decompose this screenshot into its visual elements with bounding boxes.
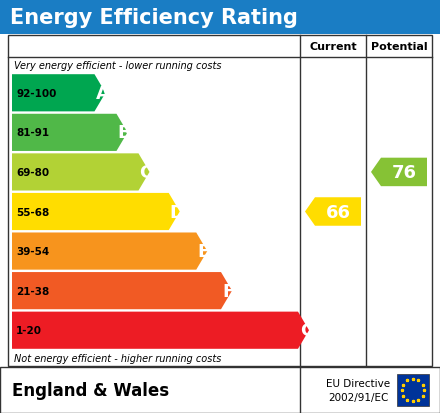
Text: 66: 66	[326, 203, 351, 221]
Text: Not energy efficient - higher running costs: Not energy efficient - higher running co…	[14, 353, 221, 363]
Polygon shape	[12, 193, 180, 230]
Text: 55-68: 55-68	[16, 207, 49, 217]
Polygon shape	[12, 233, 207, 270]
Text: 2002/91/EC: 2002/91/EC	[328, 392, 389, 402]
Text: B: B	[117, 124, 131, 142]
Polygon shape	[371, 158, 427, 187]
Text: C: C	[139, 164, 153, 181]
Polygon shape	[12, 114, 128, 152]
Text: 69-80: 69-80	[16, 168, 49, 178]
Text: 92-100: 92-100	[16, 88, 56, 99]
Polygon shape	[12, 75, 106, 112]
Text: 21-38: 21-38	[16, 286, 49, 296]
Bar	[0, 367, 440, 413]
Polygon shape	[12, 273, 232, 309]
Text: F: F	[222, 282, 234, 300]
Polygon shape	[305, 198, 361, 226]
Bar	[397, 374, 429, 406]
Text: Energy Efficiency Rating: Energy Efficiency Rating	[10, 7, 298, 27]
Text: 81-91: 81-91	[16, 128, 49, 138]
Text: Current: Current	[309, 42, 357, 52]
Text: G: G	[300, 321, 315, 339]
Text: EU Directive: EU Directive	[326, 378, 391, 388]
Polygon shape	[12, 312, 309, 349]
Text: 76: 76	[392, 164, 417, 181]
Text: 39-54: 39-54	[16, 247, 49, 256]
Text: Very energy efficient - lower running costs: Very energy efficient - lower running co…	[14, 61, 221, 71]
Bar	[8, 36, 432, 366]
Text: A: A	[95, 85, 110, 102]
Text: D: D	[170, 203, 185, 221]
Text: 1-20: 1-20	[16, 325, 42, 335]
Text: Potential: Potential	[370, 42, 427, 52]
Bar	[0, 0, 440, 35]
Polygon shape	[12, 154, 150, 191]
Text: England & Wales: England & Wales	[12, 381, 169, 399]
Text: E: E	[197, 242, 209, 261]
